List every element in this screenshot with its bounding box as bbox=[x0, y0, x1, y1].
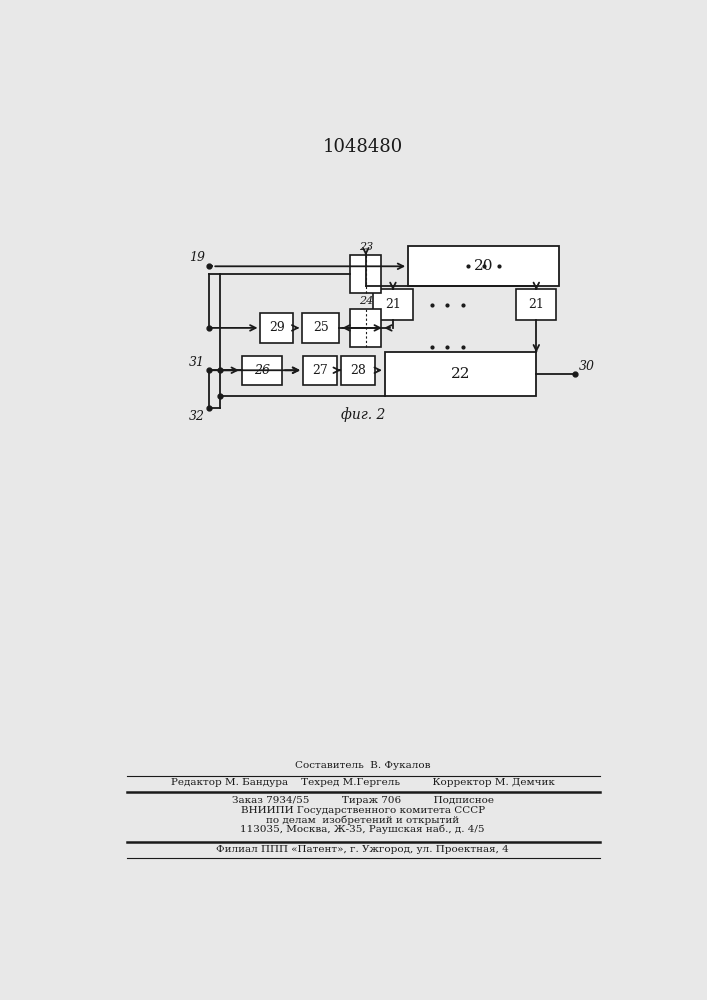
Text: 19: 19 bbox=[189, 251, 204, 264]
Text: 27: 27 bbox=[312, 364, 328, 377]
Text: 26: 26 bbox=[254, 364, 270, 377]
Text: 20: 20 bbox=[474, 259, 493, 273]
Text: 28: 28 bbox=[350, 364, 366, 377]
Bar bbox=[373, 289, 413, 320]
Text: 25: 25 bbox=[313, 321, 329, 334]
Bar bbox=[303, 313, 339, 343]
Text: Филиал ППП «Патент», г. Ужгород, ул. Проектная, 4: Филиал ППП «Патент», г. Ужгород, ул. Про… bbox=[216, 845, 509, 854]
Bar bbox=[351, 309, 381, 347]
Bar bbox=[242, 356, 282, 385]
Text: 113035, Москва, Ж-35, Раушская наб., д. 4/5: 113035, Москва, Ж-35, Раушская наб., д. … bbox=[240, 824, 485, 834]
Text: 32: 32 bbox=[189, 410, 204, 423]
Text: Редактор М. Бандура    Техред М.Гергель          Корректор М. Демчик: Редактор М. Бандура Техред М.Гергель Кор… bbox=[171, 778, 555, 787]
Text: 30: 30 bbox=[578, 360, 595, 373]
Text: ВНИИПИ Государственного комитета СССР: ВНИИПИ Государственного комитета СССР bbox=[240, 806, 485, 815]
Text: Составитель  В. Фукалов: Составитель В. Фукалов bbox=[295, 761, 431, 770]
Text: фиг. 2: фиг. 2 bbox=[341, 407, 386, 422]
Text: 21: 21 bbox=[528, 298, 544, 311]
Bar bbox=[385, 352, 536, 396]
Text: Заказ 7934/55          Тираж 706          Подписное: Заказ 7934/55 Тираж 706 Подписное bbox=[232, 796, 493, 805]
Text: 23: 23 bbox=[358, 242, 373, 252]
Text: 1048480: 1048480 bbox=[322, 138, 403, 156]
Text: 21: 21 bbox=[385, 298, 401, 311]
Bar bbox=[516, 289, 556, 320]
Text: 31: 31 bbox=[189, 356, 204, 369]
Text: по делам  изобретений и открытий: по делам изобретений и открытий bbox=[266, 815, 460, 825]
Text: 24: 24 bbox=[358, 296, 373, 306]
Bar bbox=[260, 313, 293, 343]
Bar bbox=[303, 356, 337, 385]
Bar bbox=[351, 255, 381, 293]
Text: 22: 22 bbox=[450, 367, 470, 381]
Text: 29: 29 bbox=[269, 321, 285, 334]
Bar bbox=[408, 246, 559, 286]
Bar bbox=[341, 356, 375, 385]
